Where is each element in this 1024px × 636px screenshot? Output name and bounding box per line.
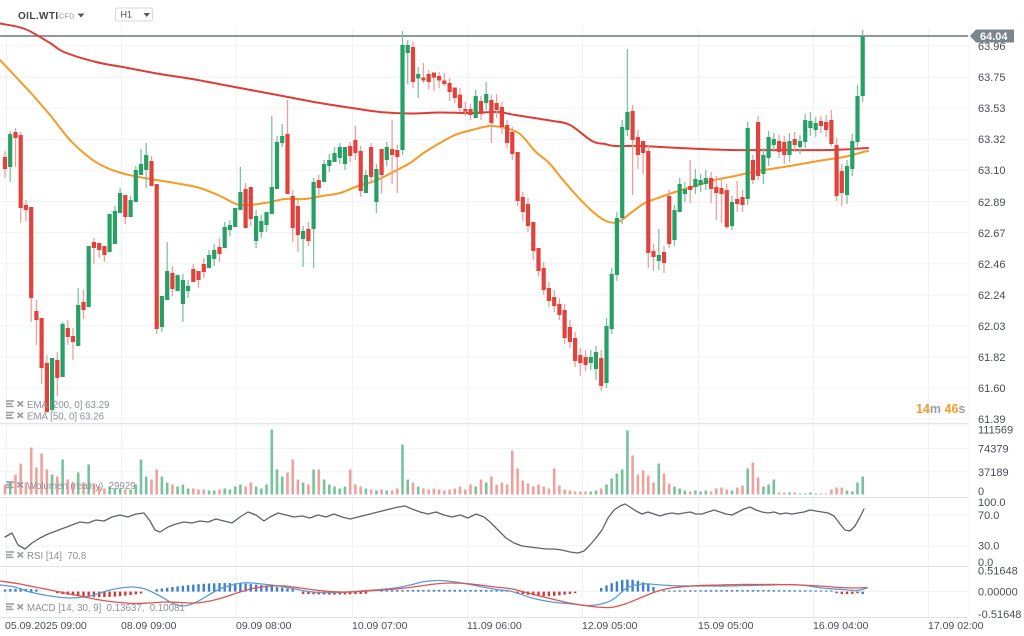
svg-text:74379: 74379 (978, 443, 1009, 455)
svg-text:08.09 09:00: 08.09 09:00 (121, 620, 177, 632)
svg-text:37189: 37189 (978, 467, 1009, 479)
svg-text:0.00000: 0.00000 (978, 587, 1018, 599)
svg-text:-0.51648: -0.51648 (978, 609, 1021, 621)
svg-text:30.0: 30.0 (978, 541, 999, 553)
svg-text:0.51648: 0.51648 (978, 566, 1018, 578)
svg-text:16.09 04:00: 16.09 04:00 (813, 620, 869, 632)
svg-text:OIL.WTI: OIL.WTI (18, 11, 59, 22)
svg-text:63.32: 63.32 (978, 134, 1006, 146)
svg-text:17.09 02:00: 17.09 02:00 (928, 620, 984, 632)
svg-text:0: 0 (978, 486, 984, 498)
svg-text:70.0: 70.0 (978, 510, 999, 522)
svg-text:62.89: 62.89 (978, 197, 1006, 209)
svg-text:62.03: 62.03 (978, 321, 1006, 333)
svg-text:63.10: 63.10 (978, 165, 1006, 177)
svg-text:11.09 06:00: 11.09 06:00 (467, 620, 522, 632)
svg-text:62.24: 62.24 (978, 290, 1006, 302)
svg-text:12.09 05:00: 12.09 05:00 (582, 620, 638, 632)
svg-text:63.75: 63.75 (978, 72, 1006, 84)
svg-text:H1: H1 (121, 10, 133, 20)
svg-text:15.09 05:00: 15.09 05:00 (698, 620, 754, 632)
svg-text:EMA [50, 0] 63.26: EMA [50, 0] 63.26 (27, 412, 104, 423)
svg-text:Wolumen (realny) 29929: Wolumen (realny) 29929 (27, 481, 136, 492)
svg-text:10.09 07:00: 10.09 07:00 (352, 620, 408, 632)
svg-text:MACD [14, 30, 9] 0.13637, 0.: MACD [14, 30, 9] 0.13637, 0.10081 (27, 603, 185, 614)
svg-text:EMA [200, 0] 63.29: EMA [200, 0] 63.29 (27, 400, 109, 411)
svg-text:62.67: 62.67 (978, 228, 1006, 240)
svg-text:100.0: 100.0 (978, 497, 1006, 509)
svg-text:CFD: CFD (59, 14, 75, 21)
svg-text:62.46: 62.46 (978, 259, 1006, 271)
svg-text:09.09 08:00: 09.09 08:00 (236, 620, 292, 632)
svg-text:111569: 111569 (978, 425, 1013, 437)
svg-text:64.04: 64.04 (980, 31, 1008, 43)
svg-text:14m 46s: 14m 46s (916, 402, 965, 416)
svg-text:63.53: 63.53 (978, 103, 1006, 115)
svg-text:63.96: 63.96 (978, 41, 1006, 53)
svg-text:61.60: 61.60 (978, 383, 1006, 395)
svg-text:0.0: 0.0 (978, 557, 993, 569)
svg-text:61.39: 61.39 (978, 414, 1006, 426)
svg-text:61.82: 61.82 (978, 352, 1006, 364)
svg-text:RSI [14] 70.8: RSI [14] 70.8 (27, 551, 86, 562)
svg-text:05.09.2025 09:00: 05.09.2025 09:00 (5, 620, 87, 632)
